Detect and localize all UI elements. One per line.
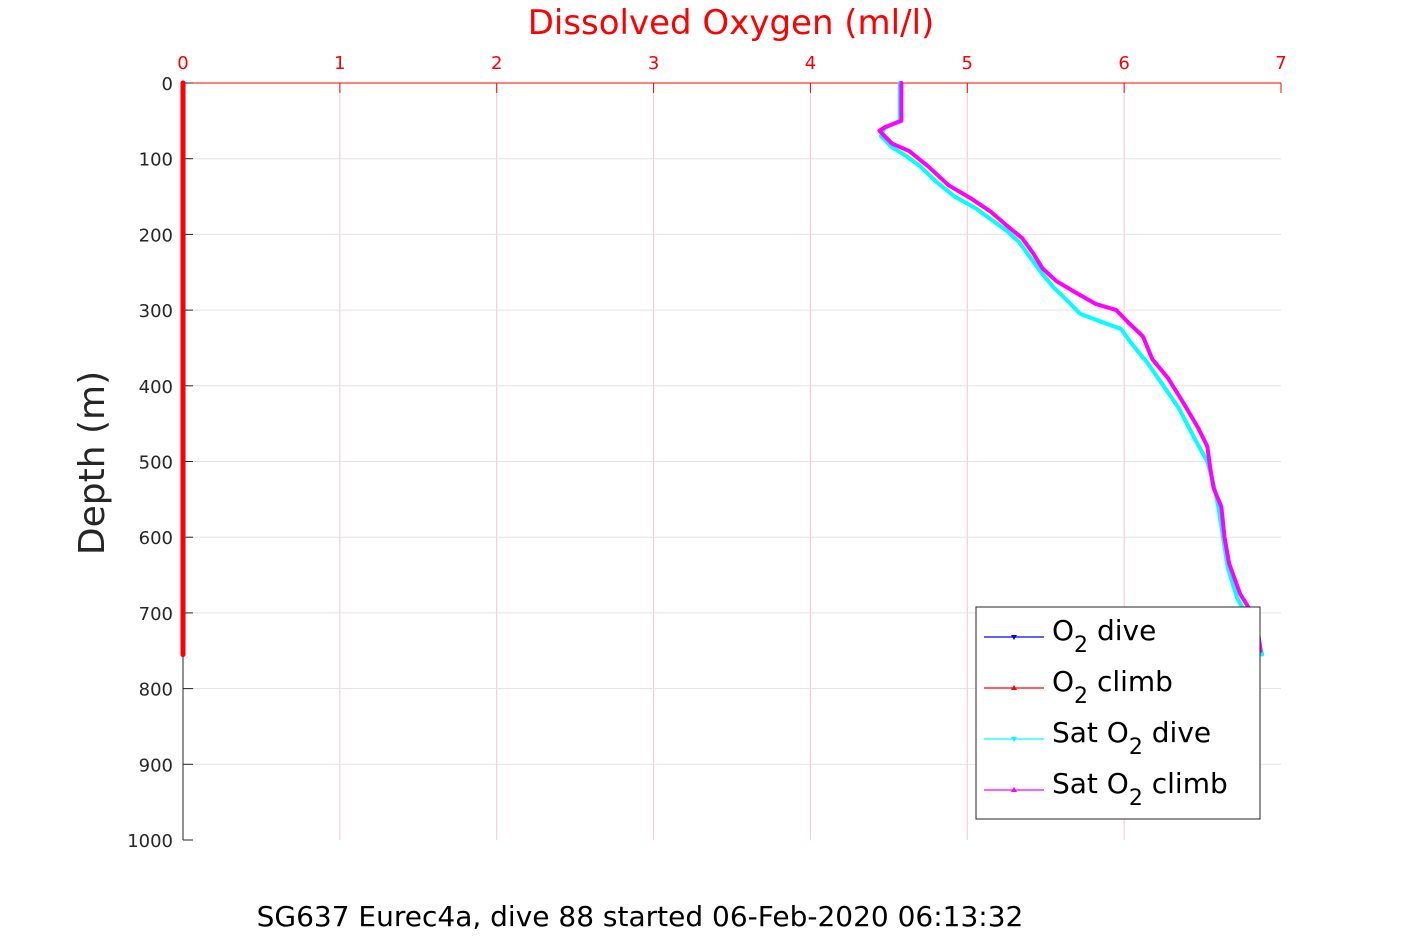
legend-label-o2-dive: O2 dive xyxy=(1052,614,1156,658)
y-tick-label: 200 xyxy=(139,225,173,246)
series-layer xyxy=(180,80,1265,657)
x-tick-label: 2 xyxy=(491,53,502,74)
legend-marker-sat-o2-climb xyxy=(1011,787,1017,792)
legend-box xyxy=(975,606,1261,820)
x-tick-label: 6 xyxy=(1118,53,1129,74)
x-tick-label: 7 xyxy=(1275,53,1286,74)
legend-label-o2-climb: O2 climb xyxy=(1052,665,1173,709)
y-tick-label: 1000 xyxy=(127,831,173,852)
legend-label-sat-o2-dive: Sat O2 dive xyxy=(1052,716,1211,760)
series-line-sat-o2-climb xyxy=(877,81,1263,653)
y-tick-label: 900 xyxy=(139,755,173,776)
legend-entries: O2 dive O2 climb Sat O2 dive Sat O2 climb xyxy=(984,614,1228,811)
x-tick-label: 4 xyxy=(805,53,816,74)
y-tick-label: 0 xyxy=(162,74,173,95)
legend-marker-sat-o2-dive xyxy=(1011,737,1017,742)
y-axis-title: Depth (m) xyxy=(72,371,113,555)
y-tick-label: 800 xyxy=(139,680,173,701)
footer-caption: SG637 Eurec4a, dive 88 started 06-Feb-20… xyxy=(257,900,1024,933)
legend-marker-o2-climb xyxy=(1011,685,1017,690)
y-tick-label: 700 xyxy=(139,604,173,625)
grid-lines xyxy=(183,83,1281,840)
x-axis-title: Dissolved Oxygen (ml/l) xyxy=(528,3,935,43)
y-tick-label: 500 xyxy=(139,453,173,474)
legend: O2 dive O2 climb Sat O2 dive Sat O2 climb xyxy=(975,606,1261,820)
x-tick-label: 3 xyxy=(648,53,659,74)
y-tick-label: 400 xyxy=(139,377,173,398)
legend-marker-o2-dive xyxy=(1011,635,1017,640)
x-tick-label: 5 xyxy=(962,53,973,74)
tick-labels: 0 1 2 3 4 5 6 7 0 100 200 300 400 500 600 700 800 900 1000 xyxy=(127,53,1287,852)
legend-label-sat-o2-climb: Sat O2 climb xyxy=(1052,767,1228,811)
y-tick-label: 600 xyxy=(139,528,173,549)
series-line-sat-o2-dive xyxy=(879,81,1265,657)
y-tick-label: 100 xyxy=(139,150,173,171)
x-tick-label: 1 xyxy=(334,53,345,74)
y-tick-label: 300 xyxy=(139,301,173,322)
x-tick-label: 0 xyxy=(177,53,188,74)
